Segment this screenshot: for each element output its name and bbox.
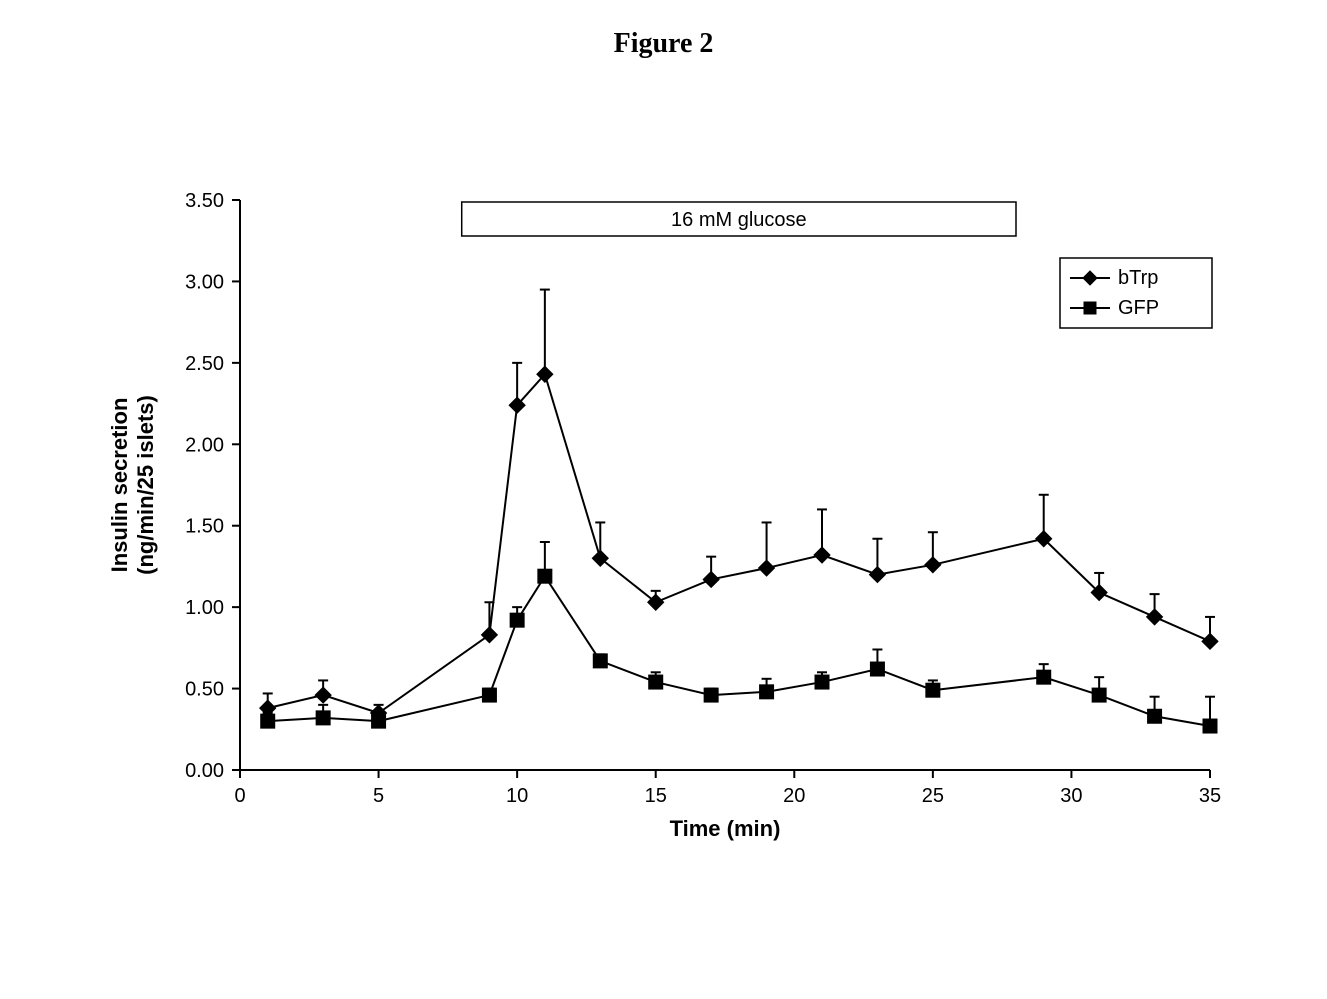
square-icon	[1203, 719, 1217, 733]
diamond-icon	[315, 687, 331, 703]
y-tick-label: 0.00	[185, 760, 224, 782]
y-tick-label: 2.50	[185, 353, 224, 375]
x-tick-label: 35	[1199, 785, 1221, 807]
x-tick-label: 0	[234, 785, 245, 807]
y-tick-label: 3.00	[185, 271, 224, 293]
diamond-icon	[814, 547, 830, 563]
square-icon	[926, 683, 940, 697]
square-icon	[261, 714, 275, 728]
diamond-icon	[1147, 609, 1163, 625]
square-icon	[482, 688, 496, 702]
chart-svg: 0 5 10 15 20 25 30 35 Time (min) 0.00 0.50 1.00 1.50…	[0, 0, 1327, 999]
square-icon	[649, 675, 663, 689]
y-tick-label: 1.50	[185, 516, 224, 538]
square-icon	[870, 662, 884, 676]
square-icon	[593, 654, 607, 668]
square-icon	[1148, 709, 1162, 723]
square-icon	[510, 613, 524, 627]
y-tick-label: 1.00	[185, 597, 224, 619]
square-icon	[1092, 688, 1106, 702]
diamond-icon	[925, 557, 941, 573]
square-icon	[1084, 302, 1096, 314]
x-axis-label: Time (min)	[670, 816, 781, 841]
series-bTrp	[260, 290, 1218, 721]
y-tick-label: 0.50	[185, 679, 224, 701]
x-tick-label: 10	[506, 785, 528, 807]
series-line	[268, 374, 1210, 713]
y-tick-label: 3.50	[185, 190, 224, 212]
diamond-icon	[869, 567, 885, 583]
x-tick-label: 25	[922, 785, 944, 807]
square-icon	[704, 688, 718, 702]
series-line	[268, 576, 1210, 726]
square-icon	[538, 569, 552, 583]
diamond-icon	[481, 627, 497, 643]
square-icon	[316, 711, 330, 725]
diamond-icon	[1202, 633, 1218, 649]
x-tick-label: 5	[373, 785, 384, 807]
svg-text:Insulin secretion: Insulin secretion	[107, 398, 132, 573]
y-axis-label: Insulin secretion(ng/min/25 islets)	[107, 395, 158, 575]
x-tick-label: 20	[783, 785, 805, 807]
x-tick-label: 30	[1060, 785, 1082, 807]
diamond-icon	[703, 571, 719, 587]
legend-label: bTrp	[1118, 267, 1158, 289]
glucose-bar-label: 16 mM glucose	[671, 209, 807, 231]
page: Figure 2 05101520253035Time (min)0.000.5…	[0, 0, 1327, 999]
y-tick-label: 2.00	[185, 434, 224, 456]
series-GFP	[261, 542, 1217, 733]
square-icon	[760, 685, 774, 699]
square-icon	[372, 714, 386, 728]
legend-label: GFP	[1118, 297, 1159, 319]
x-tick-label: 15	[645, 785, 667, 807]
square-icon	[1037, 670, 1051, 684]
diamond-icon	[759, 560, 775, 576]
svg-text:(ng/min/25 islets): (ng/min/25 islets)	[133, 395, 158, 575]
square-icon	[815, 675, 829, 689]
chart-container: 0 5 10 15 20 25 30 35 Time (min) 0.00 0.50 1.00 1.50…	[0, 0, 1327, 999]
